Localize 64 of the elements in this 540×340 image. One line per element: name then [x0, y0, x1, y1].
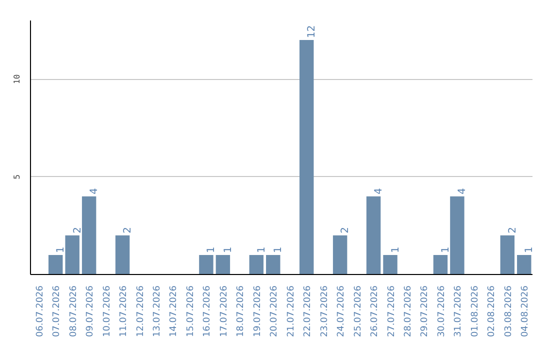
x-tick-label: 12.07.2026 [136, 285, 146, 338]
bar [383, 254, 398, 274]
data-label: 2 [507, 227, 518, 234]
x-tick-label: 11.07.2026 [119, 285, 130, 338]
bar [366, 196, 381, 274]
x-tick-label: 02.08.2026 [487, 285, 498, 338]
data-label: 1 [273, 246, 284, 253]
x-tick-label: 21.07.2026 [286, 285, 296, 338]
bar [433, 254, 448, 274]
data-label: 4 [89, 188, 100, 194]
x-tick-label: 04.08.2026 [520, 285, 531, 338]
bar [199, 254, 214, 274]
x-tick-label: 26.07.2026 [370, 285, 380, 338]
x-tick-label: 09.07.2026 [86, 285, 96, 338]
bar [65, 235, 80, 274]
x-tick-label: 25.07.2026 [353, 285, 364, 338]
data-label: 4 [457, 188, 468, 194]
x-tick-label: 06.07.2026 [35, 285, 46, 338]
data-label: 1 [440, 246, 452, 253]
bar [115, 235, 130, 274]
data-label: 1 [56, 246, 67, 253]
bar [450, 196, 464, 274]
bar [48, 254, 63, 274]
bar [332, 235, 348, 274]
x-tick-label: 10.07.2026 [102, 285, 112, 338]
data-label: 1 [390, 246, 402, 253]
x-tick-label: 01.08.2026 [470, 285, 480, 338]
data-label: 1 [206, 246, 218, 253]
x-tick-label: 07.07.2026 [52, 285, 62, 338]
bar [216, 254, 230, 274]
x-tick-label: 13.07.2026 [152, 285, 162, 338]
data-label: 12 [306, 25, 318, 38]
x-tick-label: 29.07.2026 [420, 285, 430, 338]
data-label: 4 [374, 188, 385, 194]
data-label: 2 [72, 227, 84, 234]
data-label: 1 [256, 246, 268, 253]
y-tick-label: 5 [12, 174, 22, 180]
x-tick-label: 22.07.2026 [303, 285, 314, 338]
bar [266, 254, 280, 274]
x-tick-label: 30.07.2026 [436, 285, 447, 338]
data-label: 2 [340, 227, 352, 234]
x-tick-label: 23.07.2026 [320, 285, 330, 338]
x-tick-label: 24.07.2026 [336, 285, 347, 338]
x-tick-label: 15.07.2026 [186, 285, 196, 338]
x-tick-label: 16.07.2026 [202, 285, 213, 338]
x-tick-label: 14.07.2026 [169, 285, 180, 338]
bar [500, 235, 515, 274]
x-tick-label: 27.07.2026 [386, 285, 397, 338]
x-tick-label: 19.07.2026 [252, 285, 263, 338]
bar [82, 196, 96, 274]
bar [249, 254, 264, 274]
x-tick-label: 08.07.2026 [68, 285, 79, 338]
data-label: 2 [122, 227, 134, 234]
x-tick-label: 03.08.2026 [504, 285, 514, 338]
x-tick-label: 31.07.2026 [454, 285, 464, 338]
data-label: 1 [524, 246, 536, 253]
x-tick-label: 18.07.2026 [236, 285, 246, 338]
data-label: 1 [222, 246, 234, 253]
x-tick-label: 20.07.2026 [270, 285, 280, 338]
y-tick-label: 10 [12, 74, 22, 84]
x-tick-label: 17.07.2026 [219, 285, 230, 338]
bar [299, 40, 314, 274]
bar [517, 254, 532, 274]
x-tick-label: 28.07.2026 [404, 285, 414, 338]
